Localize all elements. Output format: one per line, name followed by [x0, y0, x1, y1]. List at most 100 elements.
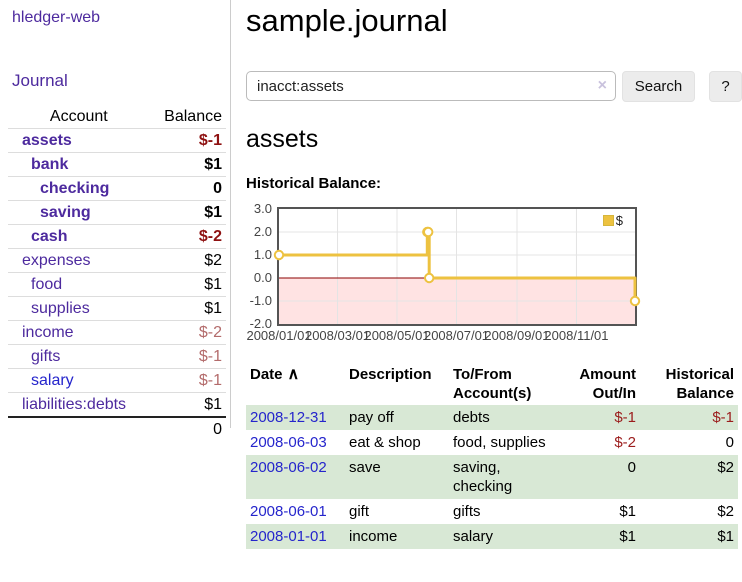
sidebar: hledger-web Journal Account Balance asse…	[0, 0, 230, 441]
account-name-cell: income	[8, 321, 150, 345]
chart-plot-area[interactable]: $	[273, 207, 641, 326]
transaction-date-link[interactable]: 2008-12-31	[250, 409, 327, 426]
account-link[interactable]: cash	[31, 228, 68, 245]
transaction-description: gift	[349, 503, 370, 520]
app-title-link[interactable]: hledger-web	[12, 9, 101, 26]
account-link[interactable]: gifts	[31, 348, 61, 365]
accounts-header-balance: Balance	[164, 108, 222, 125]
sort-ascending-icon: ∧	[287, 366, 300, 383]
transaction-balance: $2	[717, 503, 734, 520]
register-header-label: Description	[349, 366, 432, 383]
account-row: checking 0	[8, 176, 226, 201]
x-axis-tick-label: 2008/11/01	[544, 328, 609, 343]
transaction-balance: 0	[725, 434, 734, 451]
accounts-header-account: Account	[49, 108, 108, 125]
transaction-accounts: debts	[453, 409, 490, 426]
legend-label: $	[615, 213, 623, 228]
transaction-balance: $-1	[712, 409, 734, 426]
transaction-accounts: food, supplies	[453, 434, 546, 451]
clear-search-icon[interactable]: ×	[597, 77, 607, 94]
register-header-date[interactable]: Date ∧	[246, 363, 345, 405]
register-header-row: Date ∧ Description To/From Account(s) Amount O…	[246, 363, 738, 405]
register-header-accounts: To/From Account(s)	[449, 363, 551, 405]
accounts-total-row: 0	[8, 417, 226, 441]
account-link[interactable]: assets	[22, 132, 72, 149]
transaction-date-link[interactable]: 2008-06-02	[250, 459, 327, 476]
account-balance: $1	[204, 156, 222, 173]
register-table: Date ∧ Description To/From Account(s) Amount O…	[246, 363, 738, 549]
account-link[interactable]: liabilities:debts	[22, 396, 127, 413]
account-balance: $1	[204, 396, 222, 413]
help-button[interactable]: ?	[709, 71, 742, 102]
account-row: assets $-1	[8, 128, 226, 153]
account-balance: 0	[213, 180, 222, 197]
chart-title: Historical Balance:	[246, 175, 382, 192]
account-link[interactable]: supplies	[31, 300, 90, 317]
transaction-balance: $1	[717, 528, 734, 545]
page-title: sample.journal	[246, 3, 448, 38]
account-balance: $1	[204, 204, 222, 221]
account-link[interactable]: bank	[31, 156, 69, 173]
search-form: × Search ?	[246, 71, 742, 102]
transaction-amount: $-2	[614, 434, 636, 451]
account-link[interactable]: saving	[40, 204, 91, 221]
x-axis-tick-label: 2008/09/01	[484, 328, 550, 343]
account-row: food $1	[8, 272, 226, 297]
account-name-cell: cash	[8, 225, 150, 249]
transaction-row: 2008-06-03 eat & shop food, supplies $-2 0	[246, 430, 738, 455]
transaction-date-link[interactable]: 2008-06-01	[250, 503, 327, 520]
account-balance: $1	[204, 276, 222, 293]
transaction-date-link[interactable]: 2008-01-01	[250, 528, 327, 545]
chart-legend: $	[602, 213, 623, 228]
search-button[interactable]: Search	[622, 71, 695, 102]
transaction-date-cell: 2008-12-31	[246, 405, 345, 430]
transaction-amount: $1	[619, 528, 636, 545]
register-header-label: Historical	[665, 366, 734, 383]
account-row: liabilities:debts $1	[8, 392, 226, 418]
account-name-cell: liabilities:debts	[8, 393, 150, 418]
account-balance: $-2	[198, 228, 222, 245]
accounts-table: Account Balance assets $-1 bank $1 checking 0…	[8, 105, 226, 441]
account-row: supplies $1	[8, 296, 226, 321]
y-axis-tick-label: -1.0	[249, 293, 272, 308]
account-name-cell: bank	[8, 153, 150, 177]
accounts-total-balance: 0	[213, 421, 222, 438]
account-name-cell: assets	[8, 129, 150, 153]
account-balance: $-1	[198, 372, 222, 389]
register-header-label: Date	[250, 366, 283, 383]
register-header-amount: Amount Out/In	[551, 363, 640, 405]
main-content: sample.journal × Search ? assets Histori…	[246, 0, 742, 549]
account-name-cell: saving	[8, 201, 150, 225]
account-link[interactable]: food	[31, 276, 63, 293]
transaction-accounts: gifts	[453, 503, 481, 520]
account-name-cell: expenses	[8, 249, 150, 273]
account-row: cash $-2	[8, 224, 226, 249]
search-input[interactable]	[246, 71, 616, 101]
account-row: income $-2	[8, 320, 226, 345]
account-name-cell: checking	[8, 177, 150, 201]
account-balance: $1	[204, 300, 222, 317]
sidebar-item-journal[interactable]: Journal	[12, 71, 68, 90]
account-balance: $-1	[198, 348, 222, 365]
y-axis-tick-label: 1.0	[253, 247, 272, 262]
transaction-amount: $-1	[614, 409, 636, 426]
transaction-accounts: salary	[453, 528, 494, 545]
account-name-cell: food	[8, 273, 150, 297]
transaction-date-cell: 2008-06-01	[246, 499, 345, 524]
account-balance: $-2	[198, 324, 222, 341]
accounts-total-spacer	[8, 417, 150, 441]
transaction-row: 2008-06-01 gift gifts $1 $2	[246, 499, 738, 524]
transaction-row: 2008-12-31 pay off debts $-1 $-1	[246, 405, 738, 430]
transaction-date-link[interactable]: 2008-06-03	[250, 434, 327, 451]
legend-swatch-icon	[602, 215, 614, 226]
register-header-label-line2: Account(s)	[453, 385, 532, 402]
account-link[interactable]: income	[22, 324, 74, 341]
transaction-amount: $1	[619, 503, 636, 520]
account-link[interactable]: salary	[31, 372, 74, 389]
account-balance: $-1	[198, 132, 222, 149]
account-link[interactable]: checking	[40, 180, 110, 197]
account-row: gifts $-1	[8, 344, 226, 369]
register-header-label: To/From	[453, 366, 512, 383]
account-link[interactable]: expenses	[22, 252, 91, 269]
historical-balance-chart: $ 3.0 2.0 1.0 0.0 -1.0 -2.0 2008/01/01 2008/03/…	[246, 201, 676, 347]
